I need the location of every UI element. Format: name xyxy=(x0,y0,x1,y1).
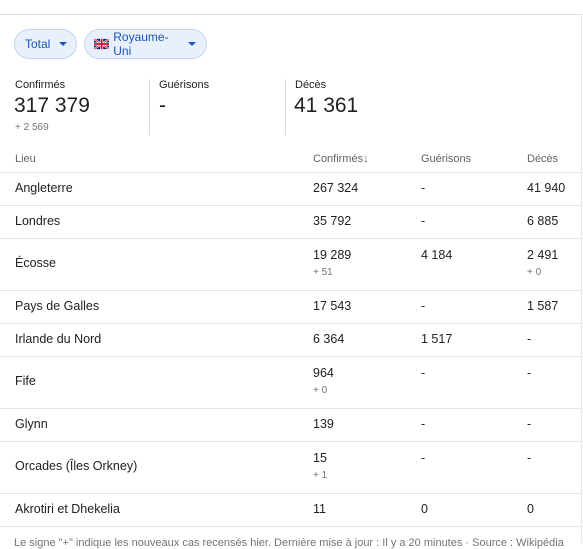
confirmed: 35 792 xyxy=(313,213,352,228)
deaths: 1 587 xyxy=(527,298,559,313)
divider xyxy=(581,14,582,543)
column-header: Décès xyxy=(527,153,559,165)
row-divider xyxy=(0,323,581,324)
row-divider xyxy=(0,290,581,291)
place-name: Angleterre xyxy=(15,180,73,195)
summary-value: 41 361 xyxy=(294,94,359,117)
row-divider xyxy=(0,356,581,357)
confirmed-delta: + 1 xyxy=(313,470,328,481)
confirmed: 139 xyxy=(313,416,334,431)
row-divider xyxy=(0,526,581,527)
row-divider xyxy=(0,441,581,442)
summary-delta: + 2 569 xyxy=(15,122,49,133)
confirmed: 11 xyxy=(313,501,326,516)
place-name: Orcades (Îles Orkney) xyxy=(15,459,138,473)
recovered: - xyxy=(421,416,426,431)
deaths-delta: + 0 xyxy=(527,267,542,278)
recovered: - xyxy=(421,213,426,228)
row-divider xyxy=(0,408,581,409)
summary-label: Décès xyxy=(295,79,327,91)
row-divider xyxy=(0,172,581,173)
place-name: Écosse xyxy=(15,256,56,270)
separator xyxy=(149,79,150,135)
region-chip[interactable]: Royaume-Uni xyxy=(84,29,207,59)
place-name: Pays de Galles xyxy=(15,298,100,313)
recovered: 4 184 xyxy=(421,248,453,262)
confirmed: 6 364 xyxy=(313,331,345,346)
summary-label: Guérisons xyxy=(159,79,210,91)
deaths: 0 xyxy=(527,501,534,516)
chip-label: Royaume-Uni xyxy=(113,30,169,58)
confirmed-delta: + 0 xyxy=(313,385,328,396)
divider xyxy=(0,14,583,15)
column-header: Lieu xyxy=(15,153,36,165)
summary-value: 317 379 xyxy=(14,94,90,117)
confirmed: 964 xyxy=(313,366,334,380)
metric-chip[interactable]: Total xyxy=(14,29,77,59)
place-name: Fife xyxy=(15,374,36,388)
summary-label: Confirmés xyxy=(15,79,66,91)
confirmed-delta: + 51 xyxy=(313,267,333,278)
row-divider xyxy=(0,205,581,206)
confirmed: 17 543 xyxy=(313,298,352,313)
deaths: - xyxy=(527,451,532,465)
deaths: - xyxy=(527,416,532,431)
recovered: - xyxy=(421,180,426,195)
confirmed: 267 324 xyxy=(313,180,359,195)
caret xyxy=(59,42,68,46)
footer-note: Le signe "+" indique les nouveaux cas re… xyxy=(14,537,564,549)
deaths: - xyxy=(527,366,532,380)
recovered: - xyxy=(421,298,426,313)
place-name: Glynn xyxy=(15,416,48,431)
recovered: 0 xyxy=(421,501,428,516)
deaths: 41 940 xyxy=(527,180,566,195)
place-name: Londres xyxy=(15,213,61,228)
place-name: Akrotiri et Dhekelia xyxy=(15,501,120,516)
deaths: - xyxy=(527,331,532,346)
row-divider xyxy=(0,493,581,494)
deaths: 6 885 xyxy=(527,213,559,228)
row-divider xyxy=(0,238,581,239)
confirmed: 19 289 xyxy=(313,248,352,262)
recovered: 1 517 xyxy=(421,331,453,346)
column-header: Guérisons xyxy=(421,153,472,165)
chip-label: Total xyxy=(25,37,51,51)
place-name: Irlande du Nord xyxy=(15,331,102,346)
flag-icon xyxy=(94,38,110,50)
recovered: - xyxy=(421,451,426,465)
summary-value: - xyxy=(159,94,166,117)
deaths: 2 491 xyxy=(527,248,559,262)
caret xyxy=(188,42,196,46)
separator xyxy=(285,79,286,135)
confirmed: 15 xyxy=(313,451,327,465)
column-header[interactable]: Confirmés↓ xyxy=(313,153,369,165)
recovered: - xyxy=(421,366,426,380)
